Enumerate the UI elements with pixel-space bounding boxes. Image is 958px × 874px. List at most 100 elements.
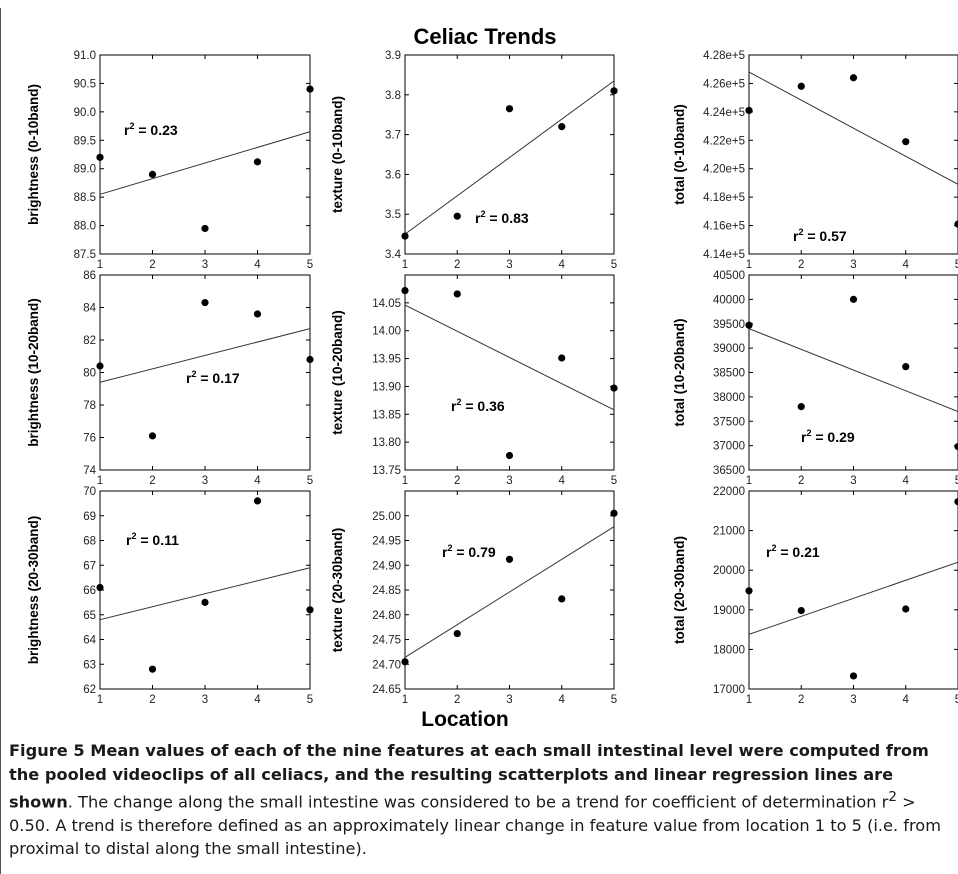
x-tick-label: 2 — [454, 694, 460, 706]
x-tick-label: 3 — [850, 259, 856, 271]
panel-5: 13.75 13.80 13.85 13.90 13.95 14.00 14.05 1 2 3 4 5… — [330, 274, 618, 487]
y-tick-label: 38500 — [713, 368, 745, 380]
x-tick-label: 3 — [506, 259, 512, 271]
x-tick-label: 5 — [307, 475, 313, 487]
y-tick-label: 90.5 — [74, 78, 96, 90]
y-tick-label: 4.14e+5 — [703, 249, 745, 261]
x-tick-label: 3 — [202, 475, 208, 487]
x-tick-label: 3 — [202, 259, 208, 271]
data-point — [505, 451, 514, 460]
data-point — [849, 74, 858, 82]
data-point — [148, 665, 157, 673]
r2-label: r2 = 0.79 — [442, 543, 496, 560]
y-axis-label: brightness (10-20band) — [26, 298, 41, 447]
y-tick-label: 22000 — [713, 486, 745, 498]
x-tick-label: 4 — [903, 694, 910, 706]
y-tick-label: 24.90 — [372, 560, 401, 572]
y-tick-label: 24.80 — [372, 610, 401, 622]
x-tick-label: 1 — [402, 475, 408, 487]
y-tick-label: 13.75 — [372, 465, 401, 477]
y-tick-label: 3.5 — [385, 209, 401, 221]
regression-line — [748, 561, 958, 635]
y-tick-label: 69 — [83, 511, 96, 523]
caption-label: Figure 5 — [9, 741, 85, 760]
y-tick-label: 82 — [83, 335, 96, 347]
plot-frame — [99, 490, 311, 690]
data-point — [954, 498, 958, 506]
y-tick-label: 14.00 — [372, 326, 401, 338]
data-point — [745, 106, 753, 115]
y-tick-label: 74 — [83, 465, 96, 477]
y-tick-label: 62 — [83, 684, 96, 696]
data-point — [96, 153, 104, 161]
data-point — [453, 212, 461, 220]
x-tick-label: 4 — [559, 694, 566, 706]
x-tick-label: 5 — [611, 694, 617, 706]
x-tick-label: 5 — [955, 694, 958, 706]
x-tick-label: 5 — [955, 475, 958, 487]
data-point — [306, 355, 314, 364]
y-tick-label: 20000 — [713, 565, 745, 577]
data-point — [797, 403, 805, 411]
caption-sup: 2 — [888, 789, 897, 805]
y-tick-label: 21000 — [713, 526, 745, 538]
data-point — [306, 606, 314, 614]
y-tick-label: 25.00 — [372, 511, 401, 523]
y-tick-label: 40000 — [713, 294, 745, 306]
x-tick-label: 4 — [903, 475, 910, 487]
data-point — [201, 224, 209, 233]
x-tick-label: 1 — [746, 475, 752, 487]
caption-text-2: > 0.50. A trend is therefore defined as … — [9, 792, 941, 859]
x-tick-label: 3 — [506, 475, 512, 487]
panel-4: 74 76 78 80 82 84 86 1 2 3 4 5 r2 = 0.17 brightness (… — [26, 270, 314, 487]
y-tick-label: 78 — [83, 400, 96, 412]
x-tick-label: 4 — [559, 475, 566, 487]
x-tick-label: 4 — [254, 475, 261, 487]
y-tick-label: 4.26e+5 — [703, 78, 745, 90]
y-tick-label: 3.8 — [385, 90, 401, 102]
data-point — [253, 158, 262, 166]
plot-frame — [748, 490, 958, 690]
x-tick-label: 2 — [798, 694, 804, 706]
regression-line — [404, 80, 615, 235]
y-axis-label: total (10-20band) — [672, 318, 687, 426]
data-point — [849, 672, 858, 680]
y-tick-label: 4.16e+5 — [703, 221, 745, 233]
data-point — [558, 595, 566, 603]
y-tick-label: 38000 — [713, 392, 745, 404]
regression-line — [404, 526, 615, 658]
scatterplot-grid: Celiac Trends 87.5 88.0 88.5 89.0 89.5 90.0 90.… — [26, 24, 958, 731]
data-point — [401, 232, 409, 240]
y-tick-label: 13.90 — [372, 381, 401, 393]
data-point — [954, 220, 958, 228]
y-tick-label: 80 — [83, 368, 96, 380]
x-tick-label: 2 — [149, 694, 155, 706]
r2-label: r2 = 0.21 — [766, 543, 820, 560]
data-point — [902, 363, 910, 371]
y-tick-label: 3.4 — [385, 249, 402, 261]
x-tick-label: 5 — [955, 259, 958, 271]
r2-label: r2 = 0.36 — [451, 397, 505, 414]
x-tick-label: 4 — [903, 259, 910, 271]
y-tick-label: 88.0 — [74, 221, 96, 233]
data-point — [253, 497, 262, 505]
caption-bold-text: Mean values of each of the nine features… — [9, 741, 929, 812]
y-tick-label: 40500 — [713, 270, 745, 282]
y-tick-label: 63 — [83, 659, 96, 671]
data-point — [505, 105, 514, 113]
y-tick-label: 64 — [83, 635, 96, 647]
y-tick-label: 66 — [83, 585, 96, 597]
data-point — [849, 295, 858, 303]
y-axis-label: brightness (0-10band) — [26, 84, 41, 225]
y-tick-label: 89.0 — [74, 164, 96, 176]
data-point — [902, 605, 910, 613]
y-tick-label: 37000 — [713, 441, 745, 453]
y-tick-label: 89.5 — [74, 135, 96, 147]
r2-label: r2 = 0.11 — [126, 531, 179, 548]
y-tick-label: 17000 — [713, 684, 745, 696]
chart-title: Celiac Trends — [413, 24, 556, 49]
y-tick-label: 36500 — [713, 465, 745, 477]
plot-frame — [99, 54, 311, 255]
x-tick-label: 3 — [850, 694, 856, 706]
data-point — [201, 299, 209, 307]
